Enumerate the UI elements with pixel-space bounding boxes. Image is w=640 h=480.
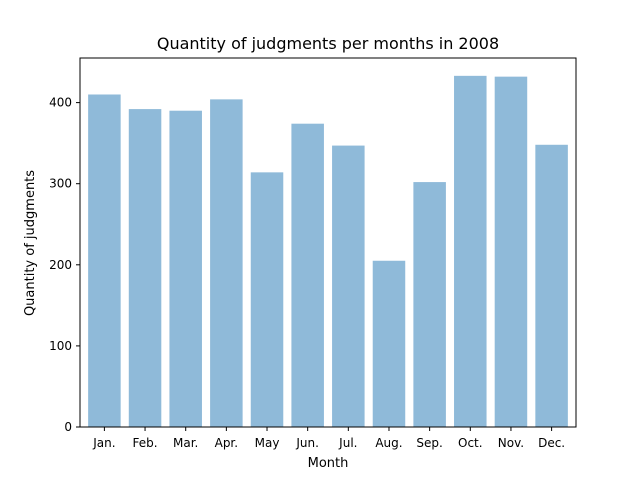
x-tick-label: Dec. (538, 436, 565, 450)
y-axis-ticks: 0 100 200 300 400 (49, 96, 80, 434)
y-tick-label: 0 (64, 420, 72, 434)
x-tick-label: Sep. (416, 436, 442, 450)
y-tick-label: 400 (49, 96, 72, 110)
x-tick-label: Mar. (173, 436, 198, 450)
x-tick-label: Nov. (498, 436, 524, 450)
bar-12 (535, 144, 568, 427)
bar-6 (291, 123, 324, 427)
x-tick-label: Jan. (92, 436, 115, 450)
x-tick-label: Aug. (375, 436, 402, 450)
bar-9 (413, 182, 446, 427)
bar-3 (169, 110, 202, 428)
plot-frame (79, 57, 577, 428)
bars-group (88, 75, 568, 428)
y-tick-label: 300 (49, 177, 72, 191)
x-axis-ticks: Jan. Feb. Mar. Apr. May Jun. Jul. Aug. Sep. Oct. N… (92, 427, 565, 450)
x-tick-label: Oct. (458, 436, 483, 450)
x-tick-label: Jun. (295, 436, 319, 450)
x-tick-label: May (255, 436, 280, 450)
y-tick-label: 200 (49, 258, 72, 272)
bar-4 (210, 99, 243, 428)
y-axis-label: Quantity of judgments (23, 170, 38, 316)
bar-5 (250, 172, 284, 427)
x-tick-label: Feb. (133, 436, 158, 450)
bar-2 (128, 109, 162, 427)
x-tick-label: Jul. (338, 436, 357, 450)
chart-title: Quantity of judgments per months in 2008 (157, 34, 499, 53)
bar-7 (332, 145, 365, 427)
bar-1 (88, 94, 121, 428)
x-axis-label: Month (308, 456, 349, 471)
bar-11 (494, 76, 528, 428)
bar-10 (454, 75, 487, 427)
bar-8 (372, 260, 406, 427)
x-tick-label: Apr. (215, 436, 238, 450)
y-tick-label: 100 (49, 339, 72, 353)
